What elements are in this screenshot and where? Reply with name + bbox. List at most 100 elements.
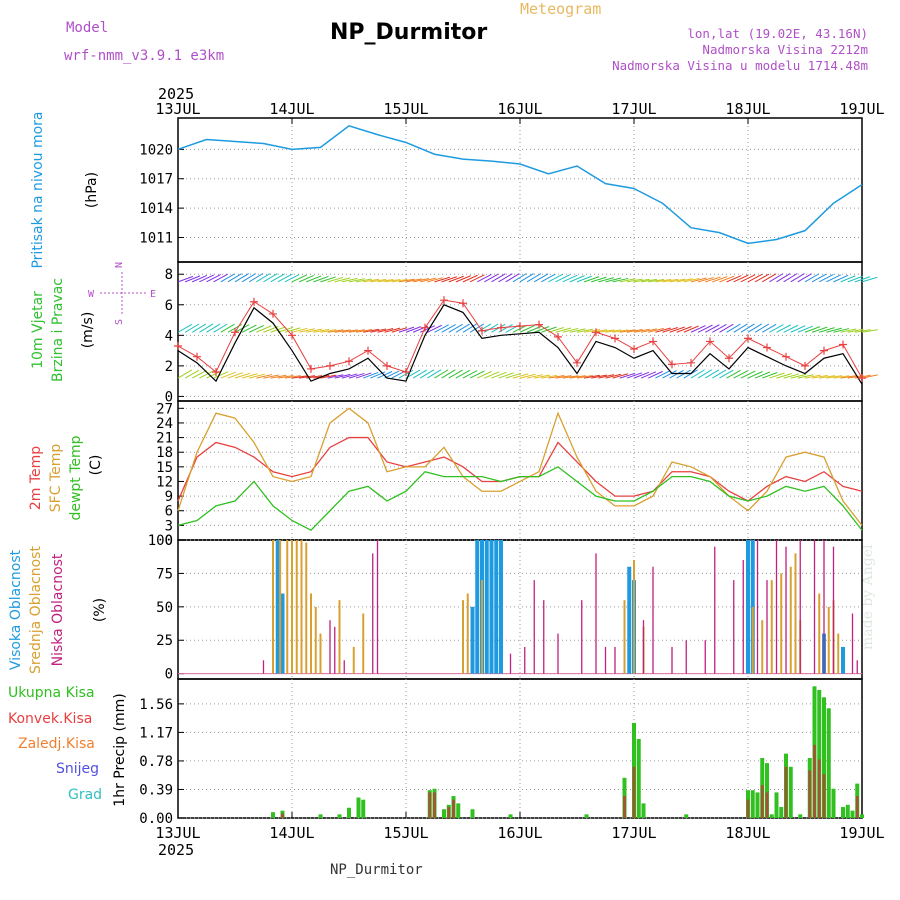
wind-barb — [562, 327, 579, 333]
wind-barb — [740, 323, 755, 333]
wind-barb — [234, 324, 250, 333]
compass-s: S — [114, 319, 125, 325]
tick-label-x-bottom: 13JUL — [155, 824, 200, 842]
wind-gust-marker — [763, 343, 771, 352]
wind-barb — [861, 329, 878, 333]
precip-bar — [817, 759, 821, 818]
wind-barb — [248, 273, 264, 283]
wind-barb — [783, 273, 798, 283]
wind-barb — [498, 273, 513, 283]
wind-barb — [633, 328, 650, 333]
compass-e: E — [150, 289, 156, 300]
wind-barb — [669, 369, 684, 379]
precip-legend-1: Konvek.Kisa — [8, 711, 92, 727]
wind-barb — [263, 374, 280, 379]
wind-barb — [683, 325, 699, 333]
tick-label-x-top: 19JUL — [839, 100, 884, 118]
wind-barb — [633, 371, 650, 379]
wind-barb — [769, 324, 784, 333]
wind-barb — [241, 324, 257, 333]
wind-gust-marker — [839, 340, 847, 349]
precip-bar — [822, 697, 826, 818]
wind-barb — [641, 328, 657, 333]
wind-gust-marker — [478, 326, 486, 335]
wind-barb — [384, 327, 401, 333]
wind-barb — [405, 326, 422, 333]
wind-barb — [626, 328, 643, 333]
tick-label-x-top: 16JUL — [497, 100, 542, 118]
wind-barb — [213, 323, 228, 333]
wind-barb — [441, 369, 456, 379]
wind-barb — [762, 323, 777, 333]
wind-gust-marker — [668, 360, 676, 369]
wind-barb — [833, 328, 850, 333]
precip-legend-2: Zaledj.Kisa — [18, 736, 95, 752]
tick-label-y: 6 — [165, 298, 173, 314]
precip-bar — [508, 814, 513, 818]
wind-barb — [448, 369, 463, 379]
wind-barb — [605, 373, 622, 379]
wind-barb — [733, 370, 749, 379]
wind-barb — [363, 278, 380, 283]
wind-barb — [584, 329, 600, 333]
wind-barb — [277, 326, 294, 333]
wind-barb — [726, 323, 741, 333]
precip-bar — [841, 807, 845, 818]
tick-label-y: 50 — [156, 600, 173, 616]
wind-gust-marker — [193, 352, 201, 361]
wind-barb — [320, 329, 337, 333]
wind-barb — [427, 277, 443, 283]
cloud-unit-label: (%) — [92, 598, 108, 622]
wind-barb — [199, 370, 214, 379]
wind-barb — [534, 326, 550, 333]
wind-barb — [341, 329, 358, 333]
wind-barb — [804, 374, 821, 379]
wind-barb — [477, 370, 492, 379]
wind-barb — [391, 278, 408, 283]
wind-barb — [412, 369, 428, 379]
wind-barb — [811, 326, 828, 333]
tick-label-y: 12 — [156, 474, 173, 490]
wind-barb — [747, 273, 763, 283]
wind-barb — [712, 369, 727, 379]
wind-barb — [726, 275, 742, 283]
tick-label-x-top: 18JUL — [725, 100, 770, 118]
wind-gust-marker — [364, 346, 372, 355]
temp-axis-label-2: SFC Temp — [48, 444, 64, 513]
wind-barb — [655, 370, 670, 379]
wind-barb — [526, 325, 543, 333]
pressure-unit-label: (hPa) — [84, 172, 100, 208]
wind-barb — [306, 328, 323, 333]
wind-barb — [819, 375, 836, 379]
tick-label-y: 1011 — [139, 231, 173, 247]
wind-barb — [384, 370, 400, 379]
precip-bar — [428, 792, 432, 818]
wind-gust-marker — [383, 361, 391, 370]
wind-barb — [790, 373, 807, 379]
wind-barb — [783, 324, 799, 333]
tick-label-y: 1014 — [139, 201, 173, 217]
precip-bar — [760, 785, 764, 818]
wind-barb — [576, 328, 593, 333]
wind-barb — [199, 274, 215, 283]
wind-gust-marker — [497, 323, 505, 332]
wind-barb — [370, 328, 387, 333]
precip-bar — [746, 799, 750, 818]
wind-gust-marker — [649, 337, 657, 346]
wind-barb — [740, 370, 756, 379]
wind-barb — [455, 275, 471, 283]
precip-bar — [765, 763, 769, 818]
wind-barb — [291, 274, 307, 283]
wind-barb — [641, 278, 658, 283]
wind-barb — [356, 329, 372, 333]
wind-gust-marker — [421, 323, 429, 332]
wind-barb — [398, 326, 415, 333]
precip-bar — [433, 792, 436, 818]
wind-barb — [434, 369, 449, 379]
wind-barb — [356, 278, 372, 283]
wind-barb — [690, 369, 705, 379]
wind-gust-marker — [307, 364, 315, 373]
wind-barb — [455, 323, 470, 333]
tick-label-y: 21 — [156, 431, 173, 447]
